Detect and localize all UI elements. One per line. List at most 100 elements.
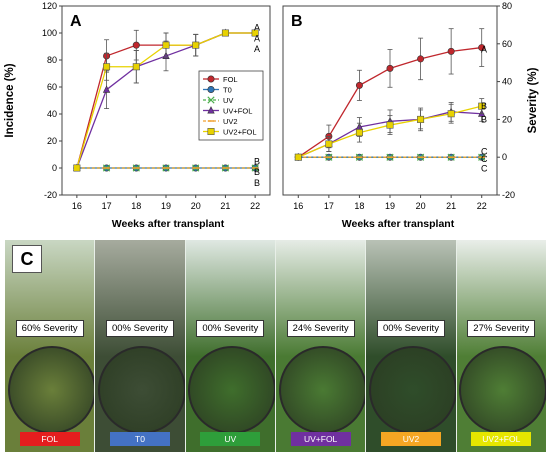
data-point [417, 115, 425, 123]
highlight-circle [188, 346, 275, 434]
significance-letter: B [254, 178, 260, 188]
y-tick-label: 20 [47, 136, 57, 146]
x-tick-label: 21 [220, 201, 230, 211]
legend-marker [207, 75, 215, 83]
y-tick-label: 100 [42, 28, 57, 38]
legend-label: UV [223, 96, 233, 105]
data-point [102, 85, 111, 93]
x-tick-label: 20 [416, 201, 426, 211]
photo-panel: 00% Severity UV [185, 240, 276, 452]
data-point [162, 41, 170, 49]
data-point [221, 29, 229, 37]
treatment-label: UV [200, 432, 261, 446]
y-axis-label: Severity (%) [527, 67, 539, 133]
data-point [386, 64, 394, 72]
plot-frame [282, 5, 498, 196]
y-tick-label: -20 [44, 190, 57, 200]
y-tick-label: 80 [47, 55, 57, 65]
data-point [325, 140, 333, 148]
data-point [355, 81, 363, 89]
y-tick-label: 80 [502, 1, 512, 11]
legend-marker [207, 96, 215, 104]
x-tick-label: 20 [191, 201, 201, 211]
y-tick-label: 20 [502, 114, 512, 124]
significance-letter: B [254, 167, 260, 177]
data-point [251, 29, 259, 37]
treatment-label: FOL [19, 432, 80, 446]
data-point [192, 41, 200, 49]
data-point [478, 102, 486, 110]
severity-box: 60% Severity [15, 320, 84, 337]
panel-letter: A [70, 13, 82, 30]
legend-label: FOL [223, 75, 238, 84]
x-axis-label: Weeks after transplant [112, 218, 225, 230]
highlight-circle [278, 346, 366, 434]
x-tick-label: 18 [131, 201, 141, 211]
data-point [132, 41, 140, 49]
x-tick-label: 17 [102, 201, 112, 211]
highlight-circle [459, 346, 546, 434]
x-tick-label: 16 [72, 201, 82, 211]
highlight-circle [7, 346, 95, 434]
photo-panel: 27% Severity UV2+FOL [456, 240, 546, 452]
severity-box: 00% Severity [105, 320, 174, 337]
legend-label: UV2 [223, 117, 238, 126]
data-point [447, 110, 455, 118]
photo-panel: 00% Severity UV2 [366, 240, 457, 452]
legend-marker [207, 128, 215, 136]
significance-letter: C [481, 154, 488, 164]
legend-label: UV+FOL [223, 107, 252, 116]
data-point [386, 121, 394, 129]
treatment-label: T0 [109, 432, 170, 446]
significance-letter: C [481, 164, 488, 174]
data-point [355, 129, 363, 137]
y-tick-label: 60 [502, 39, 512, 49]
highlight-circle [97, 346, 185, 434]
panel-label-c: C [12, 245, 42, 273]
significance-letter: B [481, 101, 487, 111]
y-tick-label: 60 [47, 82, 57, 92]
significance-letter: A [481, 44, 487, 54]
x-tick-label: 22 [477, 201, 487, 211]
treatment-label: UV2+FOL [471, 432, 532, 446]
photo-strip: 60% Severity FOL 00% Severity T0 00% Sev… [5, 240, 546, 452]
data-point [73, 164, 81, 172]
significance-letter: C [481, 147, 488, 157]
data-point [103, 63, 111, 71]
significance-letter: B [254, 156, 260, 166]
y-tick-label: 120 [42, 1, 57, 11]
treatment-label: UV2 [380, 432, 441, 446]
severity-box: 00% Severity [376, 320, 445, 337]
x-tick-label: 19 [161, 201, 171, 211]
significance-letter: A [254, 23, 260, 33]
legend-label: T0 [223, 86, 232, 95]
legend-marker [207, 106, 215, 114]
data-point [294, 153, 302, 161]
y-tick-label: -20 [502, 190, 515, 200]
photo-panel: 00% Severity T0 [95, 240, 186, 452]
data-point [447, 47, 455, 55]
photo-panel: 60% Severity FOL [5, 240, 96, 452]
y-axis-label: Incidence (%) [4, 63, 16, 137]
x-tick-label: 21 [446, 201, 456, 211]
treatment-label: UV+FOL [290, 432, 351, 446]
legend-marker [207, 86, 215, 94]
panel-letter: B [291, 13, 303, 30]
severity-box: 00% Severity [196, 320, 265, 337]
y-tick-label: 40 [502, 77, 512, 87]
x-tick-label: 17 [324, 201, 334, 211]
x-tick-label: 22 [250, 201, 260, 211]
highlight-circle [368, 346, 456, 434]
significance-letter: A [254, 33, 260, 43]
legend-label: UV2+FOL [223, 128, 257, 137]
data-point [132, 63, 140, 71]
significance-letter: A [254, 44, 260, 54]
x-tick-label: 18 [354, 201, 364, 211]
charts-area: -20 0 20 40 60 80 100 120 16 17 18 19 20 21 22 Weeks af… [4, 1, 539, 230]
severity-box: 27% Severity [467, 320, 536, 337]
x-tick-label: 16 [293, 201, 303, 211]
severity-box: 24% Severity [286, 320, 355, 337]
photo-panel: 24% Severity UV+FOL [275, 240, 367, 452]
data-point [478, 44, 486, 52]
